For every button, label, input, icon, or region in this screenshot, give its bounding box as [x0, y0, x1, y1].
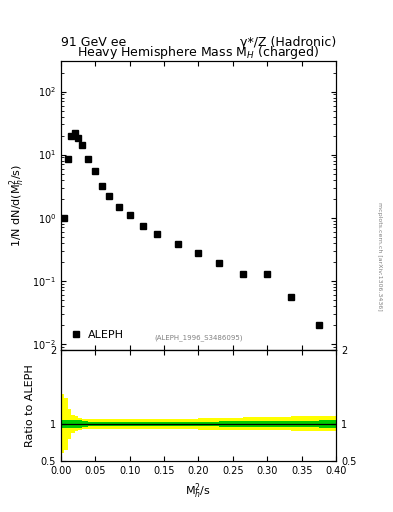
ALEPH [289, 294, 294, 300]
ALEPH [196, 250, 201, 257]
ALEPH [217, 260, 222, 266]
ALEPH [79, 142, 84, 148]
Title: Heavy Hemisphere Mass M$_H$ (charged): Heavy Hemisphere Mass M$_H$ (charged) [77, 44, 320, 61]
Text: γ*/Z (Hadronic): γ*/Z (Hadronic) [240, 36, 336, 49]
Line: ALEPH: ALEPH [62, 130, 321, 328]
ALEPH [316, 322, 321, 328]
Text: (ALEPH_1996_S3486095): (ALEPH_1996_S3486095) [154, 334, 243, 341]
X-axis label: M$^2_h$/s: M$^2_h$/s [185, 481, 211, 501]
Text: 91 GeV ee: 91 GeV ee [61, 36, 126, 49]
ALEPH [100, 183, 105, 189]
Legend: ALEPH: ALEPH [66, 326, 128, 344]
ALEPH [86, 156, 91, 162]
ALEPH [241, 270, 246, 276]
ALEPH [72, 130, 77, 136]
ALEPH [175, 241, 180, 247]
ALEPH [65, 156, 70, 162]
Y-axis label: Ratio to ALEPH: Ratio to ALEPH [25, 364, 35, 446]
ALEPH [117, 203, 122, 209]
Y-axis label: 1/N dN/d(M$^2_h$/s): 1/N dN/d(M$^2_h$/s) [7, 164, 27, 247]
ALEPH [76, 135, 81, 141]
ALEPH [127, 212, 132, 218]
ALEPH [107, 193, 112, 199]
ALEPH [69, 133, 73, 139]
ALEPH [93, 168, 97, 174]
ALEPH [155, 231, 160, 237]
ALEPH [141, 222, 146, 228]
Text: mcplots.cern.ch [arXiv:1306.3436]: mcplots.cern.ch [arXiv:1306.3436] [377, 202, 382, 310]
ALEPH [265, 270, 270, 276]
ALEPH [62, 215, 67, 221]
